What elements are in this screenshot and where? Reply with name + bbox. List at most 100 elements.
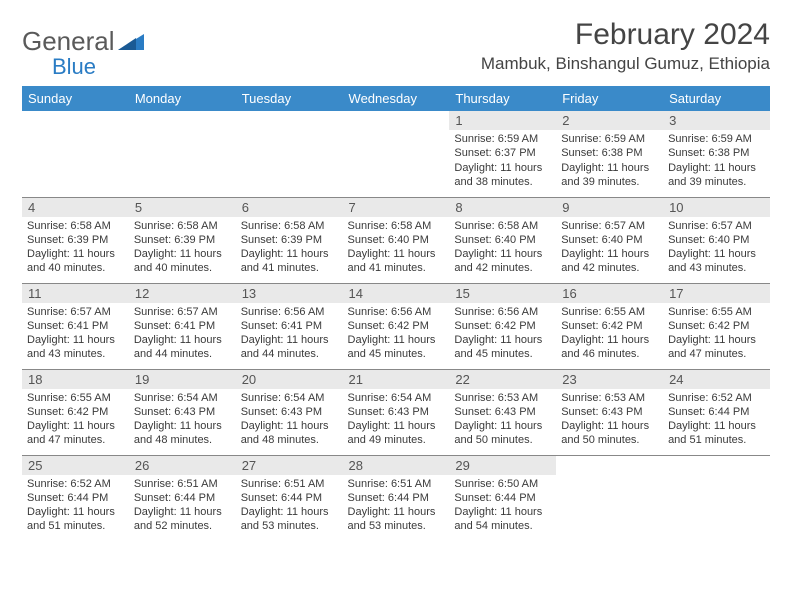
- day-number: 2: [556, 111, 663, 130]
- day-header: Thursday: [449, 86, 556, 111]
- daylight-text: Daylight: 11 hours: [241, 505, 338, 519]
- calendar-cell: 20Sunrise: 6:54 AMSunset: 6:43 PMDayligh…: [236, 369, 343, 455]
- daylight-text: Daylight: 11 hours: [668, 419, 765, 433]
- sunrise-text: Sunrise: 6:51 AM: [134, 477, 231, 491]
- sunset-text: Sunset: 6:42 PM: [348, 319, 445, 333]
- day-number: 15: [449, 284, 556, 303]
- day-details: Sunrise: 6:50 AMSunset: 6:44 PMDaylight:…: [449, 475, 556, 538]
- sunrise-text: Sunrise: 6:53 AM: [454, 391, 551, 405]
- calendar-cell: [22, 111, 129, 197]
- calendar-cell: 11Sunrise: 6:57 AMSunset: 6:41 PMDayligh…: [22, 283, 129, 369]
- day-details: Sunrise: 6:51 AMSunset: 6:44 PMDaylight:…: [236, 475, 343, 538]
- sunrise-text: Sunrise: 6:54 AM: [348, 391, 445, 405]
- day-details: Sunrise: 6:58 AMSunset: 6:39 PMDaylight:…: [22, 217, 129, 280]
- logo-blue-text: Blue: [52, 54, 115, 80]
- daylight-text-2: and 43 minutes.: [668, 261, 765, 275]
- calendar-body: 1Sunrise: 6:59 AMSunset: 6:37 PMDaylight…: [22, 111, 770, 541]
- calendar-cell: 29Sunrise: 6:50 AMSunset: 6:44 PMDayligh…: [449, 455, 556, 541]
- day-number: 18: [22, 370, 129, 389]
- calendar-cell: 26Sunrise: 6:51 AMSunset: 6:44 PMDayligh…: [129, 455, 236, 541]
- calendar-cell: [556, 455, 663, 541]
- daylight-text-2: and 45 minutes.: [348, 347, 445, 361]
- logo: General Blue: [22, 26, 144, 80]
- daylight-text-2: and 52 minutes.: [134, 519, 231, 533]
- sunset-text: Sunset: 6:40 PM: [668, 233, 765, 247]
- day-details: Sunrise: 6:54 AMSunset: 6:43 PMDaylight:…: [236, 389, 343, 452]
- sunrise-text: Sunrise: 6:58 AM: [134, 219, 231, 233]
- daylight-text: Daylight: 11 hours: [348, 247, 445, 261]
- day-number: 28: [343, 456, 450, 475]
- day-details: Sunrise: 6:56 AMSunset: 6:41 PMDaylight:…: [236, 303, 343, 366]
- day-details: Sunrise: 6:58 AMSunset: 6:39 PMDaylight:…: [129, 217, 236, 280]
- sunrise-text: Sunrise: 6:57 AM: [561, 219, 658, 233]
- daylight-text-2: and 47 minutes.: [27, 433, 124, 447]
- sunset-text: Sunset: 6:44 PM: [134, 491, 231, 505]
- daylight-text: Daylight: 11 hours: [454, 419, 551, 433]
- daylight-text-2: and 53 minutes.: [241, 519, 338, 533]
- day-number: 20: [236, 370, 343, 389]
- day-details: Sunrise: 6:53 AMSunset: 6:43 PMDaylight:…: [449, 389, 556, 452]
- sunrise-text: Sunrise: 6:56 AM: [241, 305, 338, 319]
- day-details: Sunrise: 6:57 AMSunset: 6:40 PMDaylight:…: [556, 217, 663, 280]
- calendar-cell: 25Sunrise: 6:52 AMSunset: 6:44 PMDayligh…: [22, 455, 129, 541]
- day-number: 22: [449, 370, 556, 389]
- daylight-text: Daylight: 11 hours: [454, 247, 551, 261]
- day-number: 17: [663, 284, 770, 303]
- sunset-text: Sunset: 6:44 PM: [668, 405, 765, 419]
- daylight-text-2: and 50 minutes.: [454, 433, 551, 447]
- daylight-text-2: and 44 minutes.: [134, 347, 231, 361]
- calendar-cell: 15Sunrise: 6:56 AMSunset: 6:42 PMDayligh…: [449, 283, 556, 369]
- sunset-text: Sunset: 6:38 PM: [561, 146, 658, 160]
- day-header: Monday: [129, 86, 236, 111]
- sunrise-text: Sunrise: 6:51 AM: [348, 477, 445, 491]
- daylight-text: Daylight: 11 hours: [241, 247, 338, 261]
- sunset-text: Sunset: 6:44 PM: [27, 491, 124, 505]
- daylight-text: Daylight: 11 hours: [27, 333, 124, 347]
- day-number: 6: [236, 198, 343, 217]
- sunrise-text: Sunrise: 6:57 AM: [134, 305, 231, 319]
- sunrise-text: Sunrise: 6:51 AM: [241, 477, 338, 491]
- sunrise-text: Sunrise: 6:56 AM: [348, 305, 445, 319]
- sunset-text: Sunset: 6:41 PM: [27, 319, 124, 333]
- calendar-cell: 18Sunrise: 6:55 AMSunset: 6:42 PMDayligh…: [22, 369, 129, 455]
- day-number: 4: [22, 198, 129, 217]
- calendar-cell: 2Sunrise: 6:59 AMSunset: 6:38 PMDaylight…: [556, 111, 663, 197]
- day-details: Sunrise: 6:55 AMSunset: 6:42 PMDaylight:…: [556, 303, 663, 366]
- day-number: 16: [556, 284, 663, 303]
- sunset-text: Sunset: 6:40 PM: [454, 233, 551, 247]
- day-details: Sunrise: 6:55 AMSunset: 6:42 PMDaylight:…: [22, 389, 129, 452]
- day-details: Sunrise: 6:54 AMSunset: 6:43 PMDaylight:…: [343, 389, 450, 452]
- day-details: Sunrise: 6:56 AMSunset: 6:42 PMDaylight:…: [343, 303, 450, 366]
- calendar-cell: 23Sunrise: 6:53 AMSunset: 6:43 PMDayligh…: [556, 369, 663, 455]
- daylight-text-2: and 53 minutes.: [348, 519, 445, 533]
- sunrise-text: Sunrise: 6:55 AM: [668, 305, 765, 319]
- calendar-cell: 28Sunrise: 6:51 AMSunset: 6:44 PMDayligh…: [343, 455, 450, 541]
- calendar-cell: 21Sunrise: 6:54 AMSunset: 6:43 PMDayligh…: [343, 369, 450, 455]
- sunrise-text: Sunrise: 6:54 AM: [241, 391, 338, 405]
- sunset-text: Sunset: 6:42 PM: [668, 319, 765, 333]
- daylight-text: Daylight: 11 hours: [454, 161, 551, 175]
- sunset-text: Sunset: 6:38 PM: [668, 146, 765, 160]
- daylight-text: Daylight: 11 hours: [561, 419, 658, 433]
- daylight-text: Daylight: 11 hours: [668, 333, 765, 347]
- sunset-text: Sunset: 6:41 PM: [134, 319, 231, 333]
- day-header-row: SundayMondayTuesdayWednesdayThursdayFrid…: [22, 86, 770, 111]
- daylight-text-2: and 46 minutes.: [561, 347, 658, 361]
- sunrise-text: Sunrise: 6:58 AM: [348, 219, 445, 233]
- logo-general-text: General: [22, 26, 115, 57]
- day-details: Sunrise: 6:58 AMSunset: 6:39 PMDaylight:…: [236, 217, 343, 280]
- sunset-text: Sunset: 6:40 PM: [561, 233, 658, 247]
- calendar-cell: 22Sunrise: 6:53 AMSunset: 6:43 PMDayligh…: [449, 369, 556, 455]
- day-number: 27: [236, 456, 343, 475]
- sunrise-text: Sunrise: 6:59 AM: [561, 132, 658, 146]
- day-details: Sunrise: 6:57 AMSunset: 6:41 PMDaylight:…: [129, 303, 236, 366]
- calendar-week-row: 18Sunrise: 6:55 AMSunset: 6:42 PMDayligh…: [22, 369, 770, 455]
- daylight-text-2: and 38 minutes.: [454, 175, 551, 189]
- day-number: 8: [449, 198, 556, 217]
- calendar-cell: 3Sunrise: 6:59 AMSunset: 6:38 PMDaylight…: [663, 111, 770, 197]
- sunrise-text: Sunrise: 6:54 AM: [134, 391, 231, 405]
- day-number: 5: [129, 198, 236, 217]
- sunset-text: Sunset: 6:43 PM: [134, 405, 231, 419]
- daylight-text: Daylight: 11 hours: [134, 247, 231, 261]
- daylight-text: Daylight: 11 hours: [454, 333, 551, 347]
